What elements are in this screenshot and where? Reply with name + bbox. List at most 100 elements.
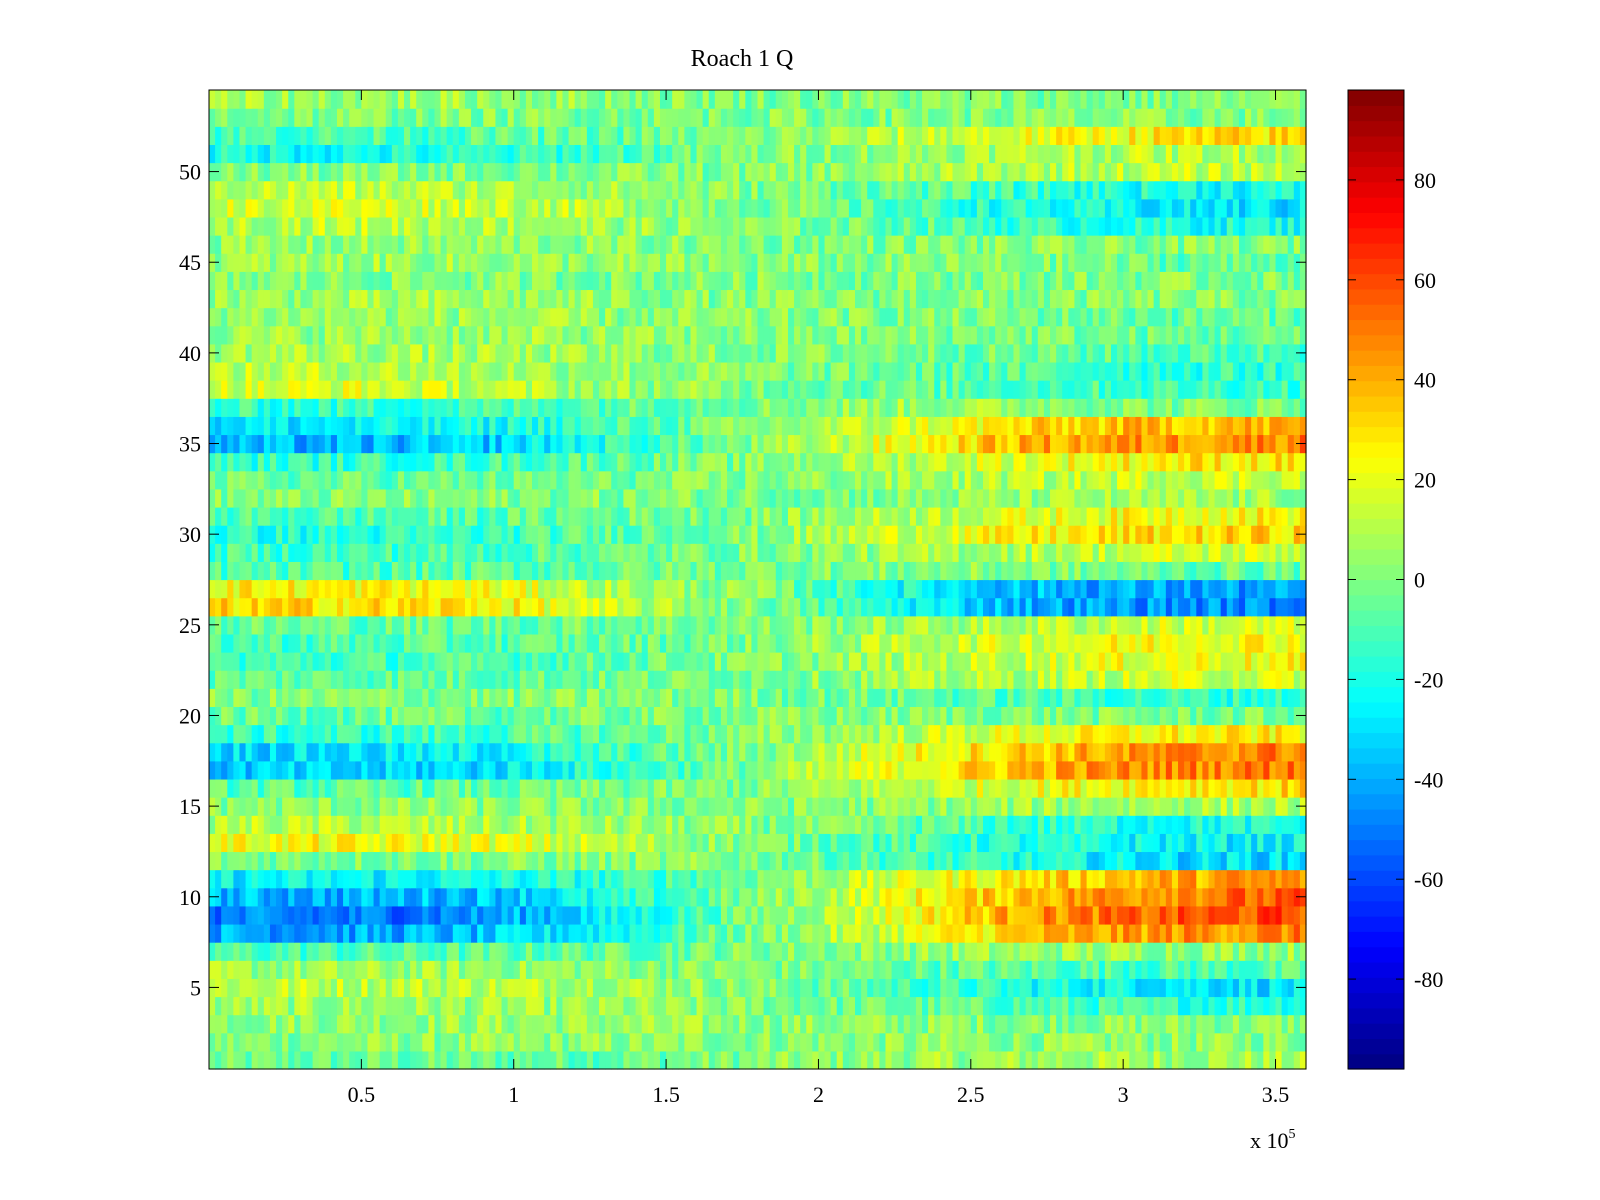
heatmap-cell — [343, 652, 350, 671]
heatmap-cell — [1031, 996, 1039, 1016]
heatmap-cell — [794, 833, 801, 853]
heatmap-cell — [672, 778, 679, 798]
heatmap-cell — [989, 942, 996, 961]
heatmap-cell — [903, 778, 911, 798]
heatmap-cell — [452, 923, 460, 943]
heatmap-cell — [221, 942, 228, 961]
heatmap-cell — [1281, 652, 1289, 671]
heatmap-cell — [1184, 1014, 1191, 1034]
heatmap-cell — [989, 670, 996, 689]
heatmap-cell — [507, 1032, 515, 1052]
heatmap-cell — [934, 579, 941, 599]
heatmap-cell — [1251, 887, 1258, 907]
heatmap-cell — [1159, 815, 1167, 834]
heatmap-cell — [1080, 851, 1088, 871]
heatmap-cell — [867, 869, 874, 889]
heatmap-cell — [720, 996, 728, 1016]
heatmap-cell — [489, 815, 497, 834]
heatmap-cell — [1147, 1014, 1155, 1034]
heatmap-cell — [562, 579, 570, 599]
heatmap-cell — [568, 797, 576, 816]
heatmap-cell — [525, 851, 533, 871]
heatmap-cell — [982, 1050, 990, 1070]
heatmap-cell — [312, 760, 320, 780]
heatmap-cell — [1190, 996, 1197, 1016]
heatmap-cell — [708, 633, 716, 653]
heatmap-cell — [1220, 851, 1228, 871]
heatmap-cell — [867, 833, 874, 853]
heatmap-cell — [464, 633, 472, 653]
heatmap-cell — [221, 561, 228, 581]
heatmap-cell — [1110, 942, 1118, 961]
heatmap-cell — [641, 797, 649, 816]
heatmap-cell — [1110, 670, 1118, 689]
heatmap-cell — [1184, 760, 1191, 780]
heatmap-cell — [970, 615, 978, 635]
heatmap-cell — [434, 851, 442, 871]
heatmap-cell — [495, 833, 503, 853]
heatmap-cell — [982, 670, 990, 689]
heatmap-cell — [532, 869, 539, 889]
heatmap-cell — [812, 978, 820, 998]
heatmap-cell — [982, 1032, 990, 1052]
heatmap-cell — [300, 1014, 308, 1034]
heatmap-cell — [367, 597, 375, 617]
heatmap-cell — [538, 851, 545, 871]
heatmap-cell — [1098, 778, 1106, 798]
heatmap-cell — [300, 579, 308, 599]
heatmap-cell — [1214, 778, 1222, 798]
heatmap-cell — [702, 561, 710, 581]
heatmap-cell — [251, 561, 259, 581]
heatmap-cell — [855, 778, 862, 798]
heatmap-cell — [1208, 652, 1216, 671]
heatmap-cell — [989, 778, 996, 798]
heatmap-cell — [1202, 815, 1210, 834]
heatmap-cell — [763, 851, 771, 871]
heatmap-cell — [855, 851, 862, 871]
heatmap-cell — [641, 851, 649, 871]
heatmap-cell — [300, 742, 308, 762]
heatmap-cell — [812, 615, 820, 635]
heatmap-cell — [757, 923, 765, 943]
heatmap-cell — [355, 833, 362, 853]
heatmap-cell — [781, 815, 789, 834]
heatmap-cell — [349, 797, 356, 816]
heatmap-cell — [410, 869, 417, 889]
heatmap-cell — [623, 724, 631, 744]
heatmap-cell — [641, 923, 649, 943]
heatmap-cell — [209, 923, 216, 943]
heatmap-cell — [562, 670, 570, 689]
heatmap-cell — [1141, 923, 1149, 943]
heatmap-cell — [787, 688, 795, 708]
heatmap-cell — [714, 797, 722, 816]
heatmap-cell — [989, 797, 996, 816]
heatmap-cell — [1056, 778, 1063, 798]
heatmap-cell — [1025, 978, 1033, 998]
heatmap-cell — [964, 652, 972, 671]
heatmap-cell — [355, 851, 362, 871]
heatmap-cell — [519, 887, 527, 907]
heatmap-cell — [1202, 652, 1210, 671]
heatmap-cell — [574, 597, 582, 617]
heatmap-cell — [263, 996, 271, 1016]
heatmap-cell — [452, 869, 460, 889]
heatmap-cell — [513, 833, 521, 853]
heatmap-cell — [324, 597, 332, 617]
heatmap-cell — [1092, 942, 1100, 961]
heatmap-cell — [1165, 797, 1173, 816]
heatmap-cell — [556, 760, 564, 780]
heatmap-cell — [1159, 724, 1167, 744]
heatmap-cell — [477, 670, 484, 689]
heatmap-cell — [1293, 869, 1301, 889]
heatmap-cell — [1275, 978, 1283, 998]
heatmap-cell — [257, 815, 265, 834]
heatmap-cell — [458, 652, 466, 671]
heatmap-cell — [952, 1014, 960, 1034]
heatmap-row — [209, 815, 1307, 834]
heatmap-cell — [1147, 797, 1155, 816]
heatmap-cell — [830, 996, 838, 1016]
heatmap-cell — [525, 670, 533, 689]
heatmap-cell — [775, 561, 783, 581]
heatmap-cell — [836, 778, 844, 798]
heatmap-cell — [647, 942, 655, 961]
